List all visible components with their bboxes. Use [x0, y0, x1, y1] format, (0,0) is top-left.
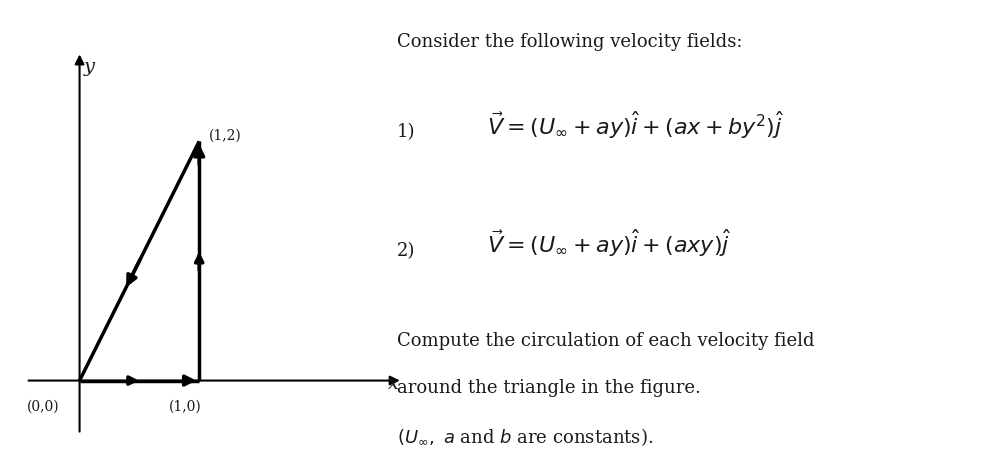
Text: $\vec{V} = (U_{\infty} + ay)\hat{i} + (axy)\hat{j}$: $\vec{V} = (U_{\infty} + ay)\hat{i} + (a…	[487, 228, 731, 259]
Text: (1,2): (1,2)	[209, 128, 242, 142]
Text: (1,0): (1,0)	[169, 400, 201, 414]
Text: $\vec{V} = (U_{\infty} + ay)\hat{i} + (ax + by^{2})\hat{j}$: $\vec{V} = (U_{\infty} + ay)\hat{i} + (a…	[487, 109, 784, 141]
Text: (0,0): (0,0)	[28, 400, 60, 414]
Text: $(U_{\infty},$ $a$ and $b$ are constants).: $(U_{\infty},$ $a$ and $b$ are constants…	[396, 427, 653, 448]
Text: Compute the circulation of each velocity field: Compute the circulation of each velocity…	[396, 332, 813, 350]
Text: y: y	[84, 58, 95, 76]
Text: 1): 1)	[396, 123, 415, 141]
Text: Consider the following velocity fields:: Consider the following velocity fields:	[396, 33, 741, 51]
Text: around the triangle in the figure.: around the triangle in the figure.	[396, 379, 700, 397]
Text: x: x	[387, 375, 398, 393]
Text: 2): 2)	[396, 242, 415, 260]
